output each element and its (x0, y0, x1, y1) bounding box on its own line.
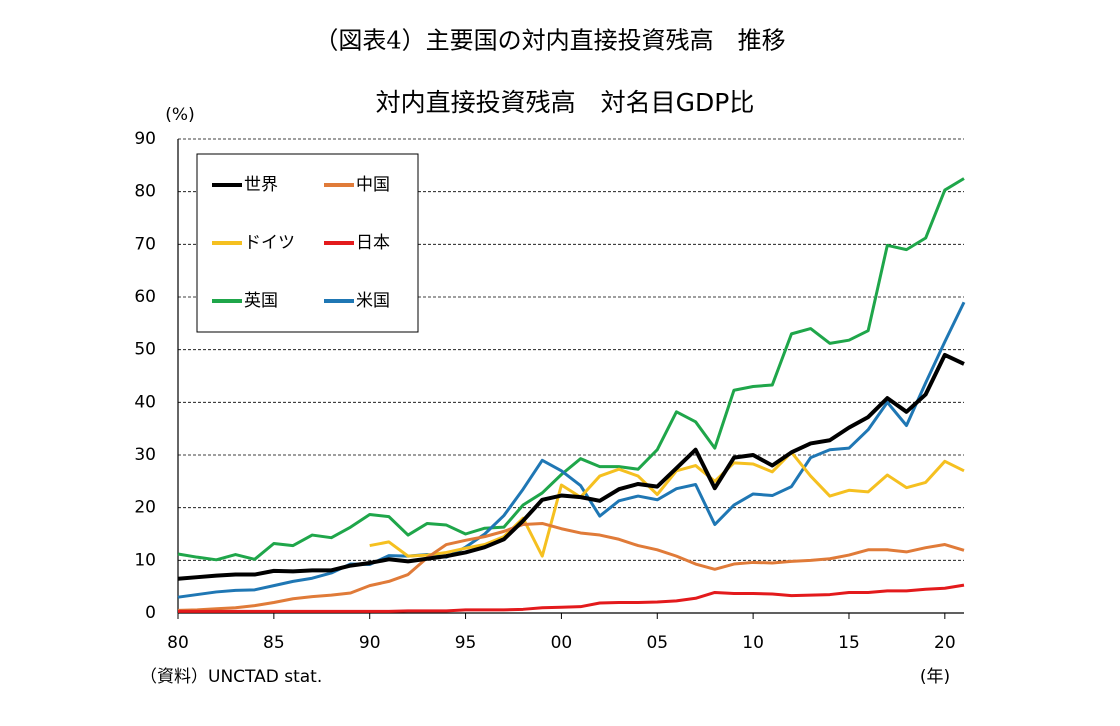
series-line (177, 352, 965, 581)
y-tick-label: 70 (134, 234, 156, 254)
y-tick-label: 0 (145, 603, 156, 623)
x-tick-label: 90 (359, 633, 381, 653)
series-line (177, 521, 965, 612)
series-line (369, 450, 965, 558)
x-tick-label: 20 (934, 633, 956, 653)
x-tick-label: 05 (646, 633, 668, 653)
y-unit: (%) (165, 105, 194, 125)
legend-label: 英国 (244, 291, 278, 311)
x-tick-label: 95 (455, 633, 477, 653)
legend-label: 日本 (356, 233, 390, 253)
series-line (177, 301, 966, 599)
x-tick-label: 10 (742, 633, 764, 653)
y-tick-label: 60 (134, 287, 156, 307)
y-tick-label: 10 (134, 550, 156, 570)
series-line (177, 177, 965, 562)
x-tick-label: 85 (263, 633, 285, 653)
legend-label: ドイツ (244, 233, 295, 253)
chart-title: 対内直接投資残高 対名目GDP比 (376, 88, 755, 117)
series-line (178, 583, 965, 613)
x-unit: (年) (920, 667, 950, 687)
legend-label: 中国 (356, 175, 390, 195)
y-tick-label: 90 (134, 129, 156, 149)
x-tick-label: 00 (551, 633, 573, 653)
legend-label: 米国 (356, 291, 390, 311)
y-tick-label: 40 (134, 392, 156, 412)
y-tick-label: 30 (134, 445, 156, 465)
y-tick-label: 20 (134, 498, 156, 518)
x-tick-label: 80 (167, 633, 189, 653)
y-tick-label: 50 (134, 340, 156, 360)
y-tick-label: 80 (134, 182, 156, 202)
x-tick-label: 15 (838, 633, 860, 653)
source: （資料）UNCTAD stat. (140, 667, 322, 687)
page-title: （図表4）主要国の対内直接投資残高 推移 (314, 27, 785, 55)
legend-label: 世界 (244, 175, 278, 195)
